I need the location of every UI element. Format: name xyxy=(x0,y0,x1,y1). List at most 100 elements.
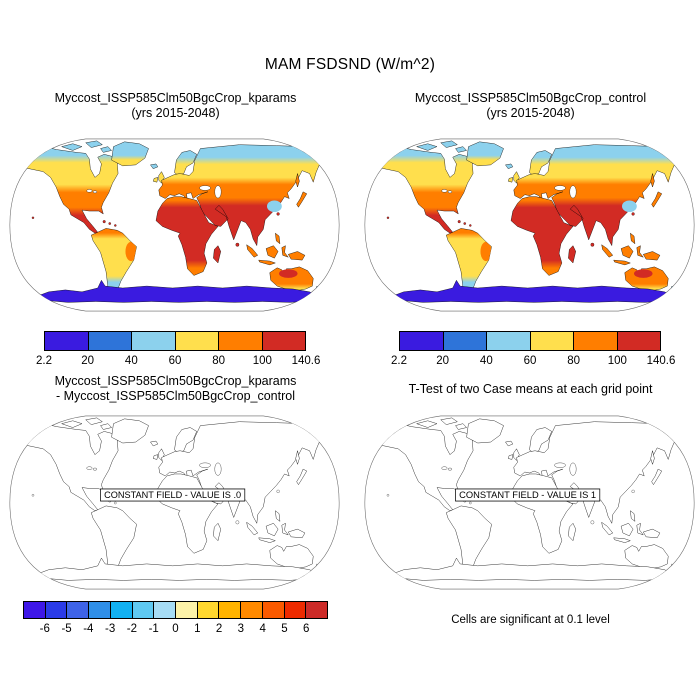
land-north-america xyxy=(377,145,474,234)
robinson-map-svg xyxy=(364,138,695,312)
land-arctic-island xyxy=(440,140,458,148)
colorbar-cell xyxy=(261,601,285,619)
land-java xyxy=(613,259,631,266)
land-philippines xyxy=(630,232,636,244)
colorbar-cell xyxy=(44,601,68,619)
colorbar-cell xyxy=(218,331,263,351)
land-japan xyxy=(296,191,307,208)
east-brazil-patch xyxy=(125,241,137,262)
colorbar-tick-label: 20 xyxy=(81,355,95,367)
sea-great-lakes-w xyxy=(441,466,448,470)
island-taiwan xyxy=(276,489,280,493)
land-arctic-island xyxy=(455,423,467,430)
land-eurasia xyxy=(513,421,684,524)
land-sakhalin xyxy=(295,173,300,188)
land-greenland xyxy=(111,141,149,167)
colorbar-cell xyxy=(131,331,176,351)
island-taiwan xyxy=(631,212,635,216)
colorbar-value-left: 2.2 20 40 60 80 100 140.6 xyxy=(36,331,320,367)
constant-field-box: CONSTANT FIELD - VALUE IS 1 xyxy=(455,488,601,502)
colorbar-cell xyxy=(261,331,306,351)
north-australia-patch xyxy=(279,269,298,278)
land-new-zealand-south xyxy=(670,293,678,301)
land-sakhalin xyxy=(295,450,300,465)
land-new-guinea xyxy=(288,251,306,261)
island-taiwan xyxy=(276,212,280,216)
land-new-guinea xyxy=(643,528,661,539)
sea-black-sea xyxy=(199,462,211,468)
colorbar-value-right: 2.2 20 40 60 80 100 140.6 xyxy=(391,331,675,367)
land-java xyxy=(258,259,276,266)
panel-title-bottom-right: T-Test of two Case means at each grid po… xyxy=(363,382,698,397)
sea-great-lakes-e xyxy=(447,467,452,471)
colorbar-tick-label: 2.2 xyxy=(391,355,407,367)
land-ireland xyxy=(508,177,514,183)
land-sulawesi xyxy=(281,245,289,258)
land-iceland xyxy=(505,440,514,447)
colorbar-tick-label: 80 xyxy=(567,355,581,367)
colorbar-cell xyxy=(88,601,111,619)
map-difference: CONSTANT FIELD - VALUE IS .0 xyxy=(8,414,341,591)
land-new-guinea xyxy=(643,251,661,261)
colorbar-cell xyxy=(305,601,329,619)
land-arctic-island xyxy=(85,140,103,148)
land-sumatra xyxy=(601,522,613,536)
colorbar-cells xyxy=(44,331,306,351)
land-ireland xyxy=(153,177,159,183)
map-control xyxy=(363,137,696,313)
se-china-low-patch xyxy=(622,200,637,213)
robinson-map-svg: CONSTANT FIELD - VALUE IS .0 xyxy=(9,415,340,590)
land-new-zealand-north xyxy=(315,285,321,294)
colorbar-cell xyxy=(87,331,132,351)
land-antarctica xyxy=(390,557,673,581)
colorbar-tick-label: 2 xyxy=(215,623,223,635)
island-cuba xyxy=(457,220,461,224)
island-sri-lanka xyxy=(590,520,595,525)
se-china-low-patch xyxy=(267,200,282,213)
panel-title-bottom-left: Myccost_ISSP585Clm50BgcCrop_kparams - My… xyxy=(8,374,343,404)
land-madagascar xyxy=(213,523,221,541)
colorbar-cell xyxy=(218,601,242,619)
land-arctic-island xyxy=(440,417,458,425)
east-brazil-patch xyxy=(480,241,492,262)
land-new-zealand-north xyxy=(315,563,321,571)
sea-black-sea xyxy=(199,185,211,191)
colorbar-cell xyxy=(399,331,444,351)
land-iceland xyxy=(150,163,159,169)
island-antilles xyxy=(114,224,117,227)
land-madagascar xyxy=(568,245,576,264)
sea-great-lakes-e xyxy=(92,467,97,471)
island-hispaniola xyxy=(108,222,111,225)
land-eurasia xyxy=(158,421,329,524)
land-ireland xyxy=(153,454,159,460)
land-sakhalin xyxy=(650,450,655,465)
land-greenland xyxy=(466,141,504,167)
colorbar-tick-label: -4 xyxy=(83,623,94,635)
land-new-guinea xyxy=(288,528,306,539)
island-hawaii xyxy=(386,216,390,219)
colorbar-tick-label: -6 xyxy=(39,623,50,635)
colorbar-cell xyxy=(573,331,618,351)
land-sulawesi xyxy=(636,245,644,258)
land-java xyxy=(258,537,276,543)
colorbar-cell xyxy=(23,601,46,619)
colorbar-cell xyxy=(174,331,219,351)
colorbar-cell xyxy=(109,601,133,619)
land-south-america xyxy=(91,228,137,299)
land-antarctica xyxy=(35,557,318,581)
panel-title-line2: (yrs 2015-2048) xyxy=(131,106,220,120)
robinson-map-svg xyxy=(9,138,340,312)
sea-caspian-sea xyxy=(569,462,577,476)
land-south-america xyxy=(446,505,492,577)
island-sri-lanka xyxy=(235,520,240,525)
colorbar-cell xyxy=(66,601,90,619)
panel-title-line1: T-Test of two Case means at each grid po… xyxy=(408,382,653,396)
land-borneo xyxy=(265,523,279,537)
panel-title-line1: Myccost_ISSP585Clm50BgcCrop_kparams xyxy=(54,91,297,105)
colorbar-tick-label: 3 xyxy=(237,623,245,635)
map-kparams xyxy=(8,137,341,313)
land-iceland xyxy=(505,163,514,169)
figure-title: MAM FSDSND (W/m^2) xyxy=(264,56,436,73)
colorbar-tick-label: 5 xyxy=(281,623,288,635)
